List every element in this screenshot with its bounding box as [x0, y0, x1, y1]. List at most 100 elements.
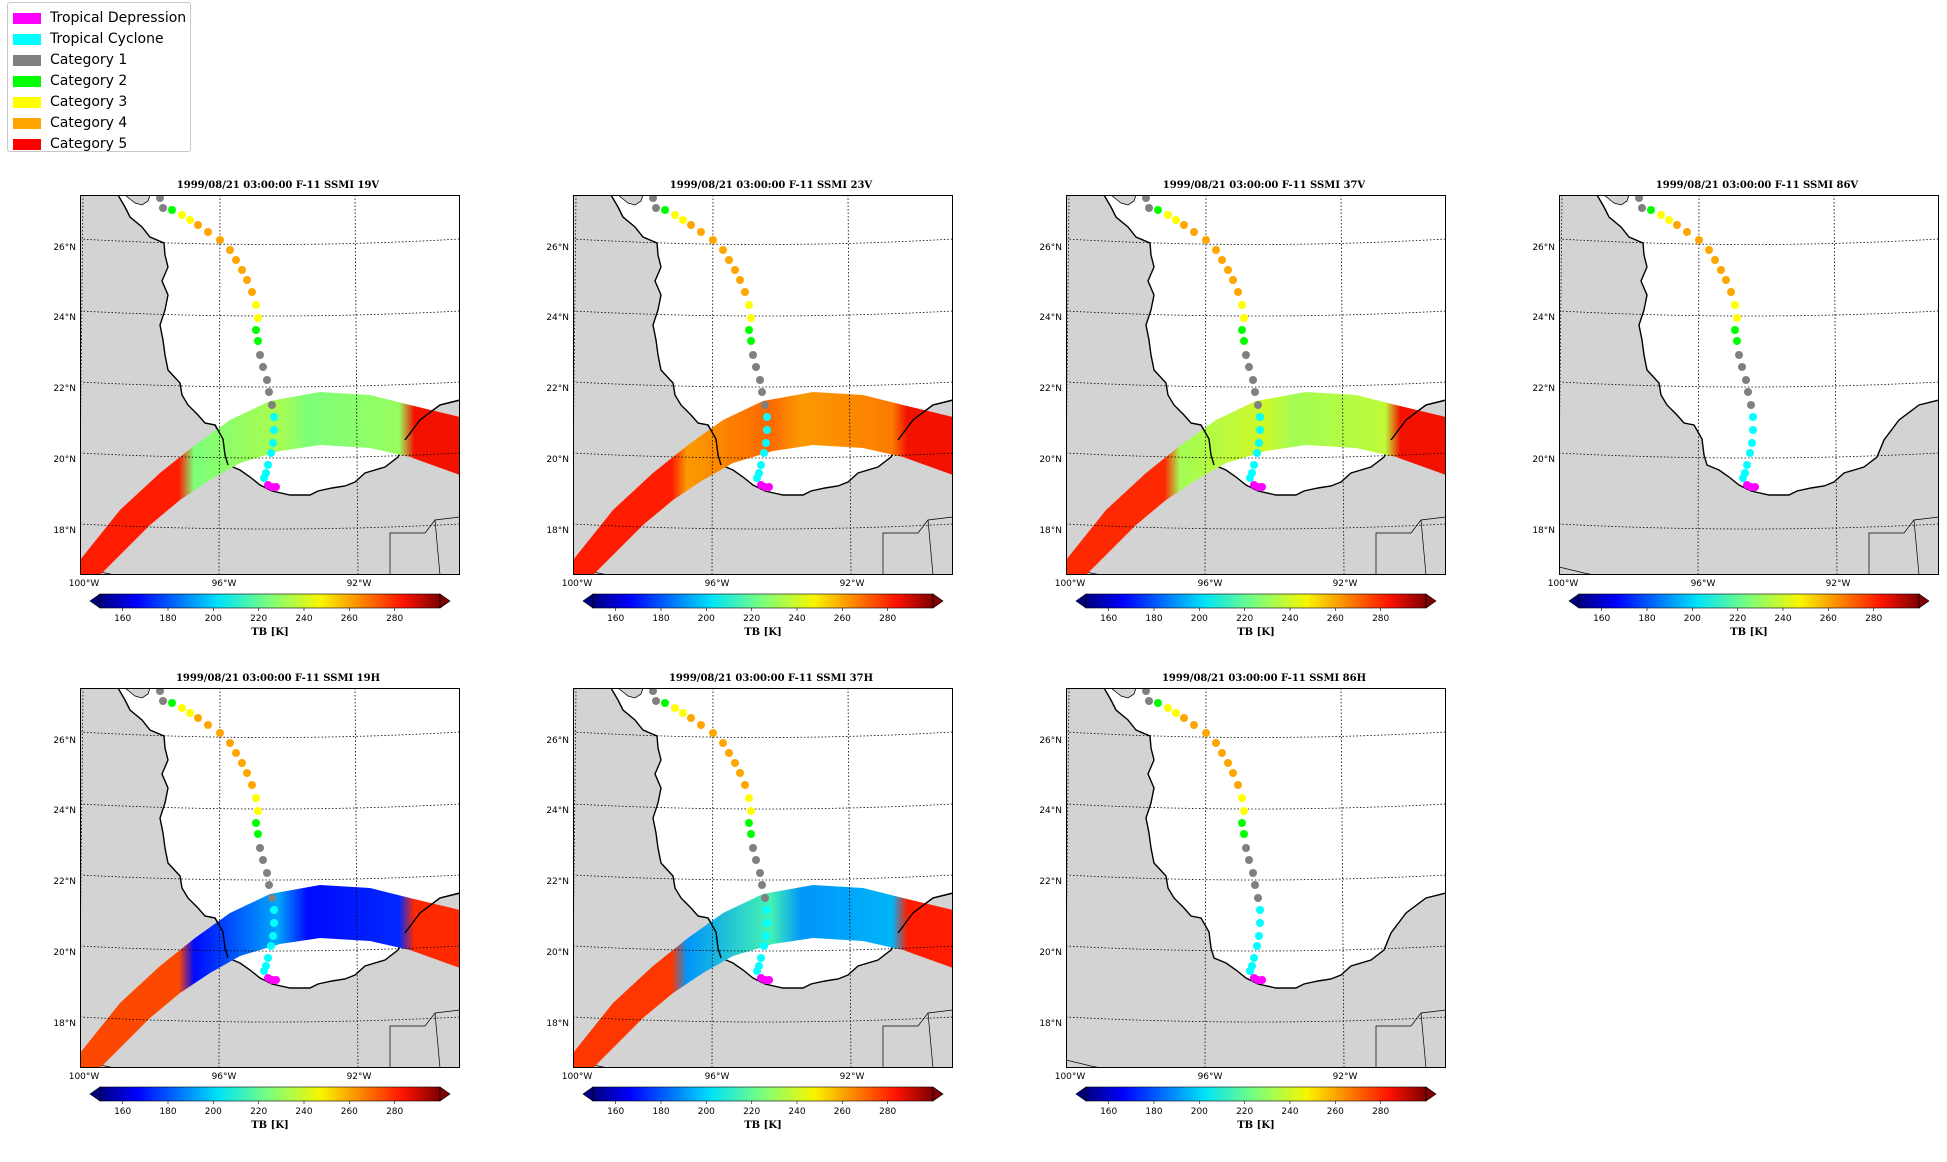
graticule-line: [80, 945, 460, 952]
storm-track-point: [1748, 439, 1756, 447]
storm-track-point: [256, 844, 264, 852]
storm-track-point: [1733, 314, 1741, 322]
storm-track-point: [747, 807, 755, 815]
colorbar-gradient: [1578, 593, 1920, 609]
colorbar-extend-max: [932, 1086, 944, 1102]
storm-track-point: [1746, 449, 1754, 457]
storm-track-point: [254, 830, 262, 838]
storm-track-point: [719, 739, 727, 747]
map-frame: [80, 195, 460, 575]
storm-track-point: [1229, 276, 1237, 284]
storm-track-point: [757, 954, 765, 962]
country-border: [434, 1012, 441, 1068]
colorbar-label: TB [K]: [1237, 627, 1275, 638]
latitude-label: 24°N: [546, 313, 569, 323]
legend-item-tropical-depression: Tropical Depression: [13, 8, 186, 28]
storm-track-point: [1251, 881, 1259, 889]
storm-track-point: [226, 246, 234, 254]
storm-track-point: [763, 426, 771, 434]
brightness-temperature-map: 26°N 24°N 22°N 20°N 18°N 100°W 96°W 92°W: [1039, 688, 1446, 1082]
longitude-label: 100°W: [562, 1072, 593, 1082]
storm-track-point: [263, 376, 271, 384]
legend-swatch: [13, 33, 41, 45]
storm-track-point: [756, 869, 764, 877]
storm-track-point: [1742, 376, 1750, 384]
colorbar-tick-label: 260: [341, 614, 358, 624]
storm-track-point: [254, 337, 262, 345]
colorbar-tick-label: 160: [114, 614, 131, 624]
map-panel: 1999/08/21 03:00:00 F-11 SSMI 37H 26°N 24°…: [546, 673, 969, 1160]
ssmi-swath: [80, 392, 460, 575]
storm-track-point: [1683, 228, 1691, 236]
latitude-label: 26°N: [1532, 243, 1555, 253]
storm-track-point: [1242, 844, 1250, 852]
storm-track-point: [252, 326, 260, 334]
land-mass: [1066, 688, 1446, 1068]
storm-track-point: [697, 228, 705, 236]
storm-track-point: [252, 794, 260, 802]
latitude-label: 24°N: [53, 313, 76, 323]
storm-track-point: [1250, 461, 1258, 469]
storm-track-point: [272, 483, 280, 491]
graticule-line: [1066, 731, 1446, 738]
colorbar-tick-label: 240: [295, 1107, 312, 1117]
graticule-line: [1559, 523, 1939, 530]
legend-item-tropical-cyclone: Tropical Cyclone: [13, 29, 164, 49]
graticule-line: [1066, 803, 1446, 810]
storm-track-point: [243, 769, 251, 777]
longitude-label: 92°W: [840, 1072, 865, 1082]
colorbar-tick-label: 260: [834, 1107, 851, 1117]
storm-track-point: [232, 256, 240, 264]
country-border: [1420, 519, 1427, 575]
storm-track-point: [248, 288, 256, 296]
colorbar-gradient: [592, 1086, 934, 1102]
storm-track-point: [186, 216, 194, 224]
colorbar-tick-label: 180: [1145, 1107, 1162, 1117]
storm-track-point: [687, 714, 695, 722]
storm-track-point: [747, 314, 755, 322]
storm-track-point: [1246, 967, 1254, 975]
storm-track-point: [1245, 856, 1253, 864]
storm-track-point: [1142, 195, 1150, 202]
latitude-label: 20°N: [1039, 948, 1062, 958]
colorbar-tick-label: 280: [879, 1107, 896, 1117]
colorbar-tick-label: 180: [1145, 614, 1162, 624]
legend-item-category-4: Category 4: [13, 113, 127, 133]
storm-track-point: [1749, 413, 1757, 421]
colorbar-extend-max: [1425, 1086, 1437, 1102]
latitude-label: 20°N: [1532, 455, 1555, 465]
storm-track-point: [753, 474, 761, 482]
storm-track-point: [763, 413, 771, 421]
storm-track-point: [1154, 699, 1162, 707]
storm-track-point: [252, 301, 260, 309]
latitude-label: 18°N: [1532, 526, 1555, 536]
storm-track-point: [745, 819, 753, 827]
colorbar-tick-label: 240: [1774, 614, 1791, 624]
storm-track-point: [745, 301, 753, 309]
storm-track-point: [1695, 236, 1703, 244]
country-border: [927, 519, 934, 575]
colorbar-tick-label: 280: [386, 614, 403, 624]
storm-track-point: [268, 401, 276, 409]
latitude-label: 24°N: [546, 806, 569, 816]
storm-track-point: [671, 211, 679, 219]
storm-track-point: [252, 819, 260, 827]
storm-track-point: [1727, 288, 1735, 296]
legend-item-category-5: Category 5: [13, 134, 127, 154]
storm-track-point: [1240, 337, 1248, 345]
graticule-line: [1066, 452, 1446, 459]
storm-track-point: [259, 856, 267, 864]
storm-track-point: [1735, 351, 1743, 359]
colorbar-tick-label: 180: [1638, 614, 1655, 624]
storm-track-point: [267, 942, 275, 950]
storm-track-point: [709, 729, 717, 737]
colorbar-label: TB [K]: [744, 1120, 782, 1131]
graticule-line: [1066, 523, 1446, 530]
storm-track-point: [1256, 919, 1264, 927]
graticule-line: [573, 945, 953, 952]
graticule-line: [1066, 238, 1446, 245]
longitude-label: 92°W: [1333, 579, 1358, 589]
storm-track-point: [736, 769, 744, 777]
storm-track-point: [1647, 206, 1655, 214]
legend-label: Category 1: [50, 52, 128, 68]
